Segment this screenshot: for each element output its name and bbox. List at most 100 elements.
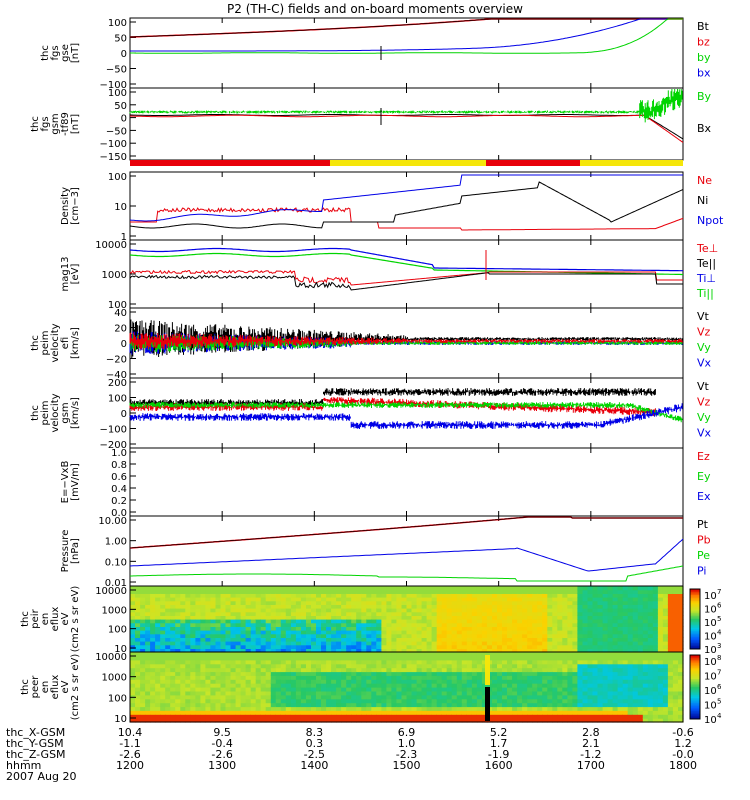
y-tick-label: 10 (114, 714, 127, 725)
spectrogram-cell (577, 604, 583, 609)
spectrogram-cell (180, 600, 186, 605)
spectrogram-cell (411, 615, 418, 620)
spectrogram-cell (622, 698, 629, 704)
spectrogram-cell (547, 600, 553, 605)
spectrogram-cell (587, 683, 594, 688)
spectrogram-cell (285, 702, 292, 708)
spectrogram-cell (622, 710, 629, 715)
spectrogram-cell (285, 619, 292, 624)
spectrogram-cell (170, 608, 176, 613)
spectrogram-cell (612, 698, 619, 704)
spectrogram-cell (637, 698, 644, 704)
spectrogram-cell (421, 597, 428, 602)
spectrogram-cell (542, 600, 548, 605)
spectrogram-cell (341, 694, 347, 700)
spectrogram-cell (562, 597, 568, 602)
spectrogram-cell (542, 641, 548, 646)
spectrogram-cell (481, 687, 488, 692)
spectrogram-cell (617, 663, 624, 669)
colorbar-cell (690, 667, 700, 670)
spectrogram-cell (280, 698, 287, 704)
spectrogram-cell (627, 710, 634, 715)
spectrogram-cell (391, 659, 397, 665)
spectrogram-cell (240, 714, 247, 719)
spectrogram-cell (507, 659, 513, 665)
spectrogram-cell (652, 671, 659, 676)
spectrogram-cell (642, 671, 649, 676)
spectrogram-cell (436, 706, 443, 711)
spectrogram-cell (205, 652, 211, 657)
spectrogram-cell (667, 655, 674, 661)
y-axis-label: [nPa] (70, 538, 81, 564)
spectrogram-cell (512, 586, 518, 591)
spectrogram-cell (366, 615, 372, 620)
spectrogram-cell (647, 663, 654, 669)
spectrogram-cell (185, 615, 191, 620)
spectrogram-cell (135, 626, 141, 631)
spectrogram-cell (240, 687, 247, 692)
colorbar-cell (690, 698, 700, 701)
spectrogram-cell (497, 630, 503, 635)
spectrogram-cell (532, 626, 538, 631)
spectrogram-cell (160, 626, 166, 631)
spectrogram-cell (486, 619, 493, 624)
spectrogram-cell (195, 694, 201, 700)
spectrogram-cell (562, 604, 568, 609)
spectrogram-cell (607, 710, 614, 715)
spectrogram-cell (401, 659, 408, 665)
spectrogram-cell (476, 706, 483, 711)
spectrogram-cell (396, 652, 402, 657)
spectrogram-cell (537, 671, 543, 676)
spectrogram-cell (562, 679, 568, 684)
spectrogram-cell (245, 690, 252, 696)
spectrogram-cell (582, 655, 589, 661)
spectrogram-cell (376, 622, 382, 627)
spectrogram-cell (617, 706, 624, 711)
spectrogram-cell (627, 622, 634, 627)
spectrogram-cell (592, 586, 599, 591)
spectrogram-cell (240, 679, 247, 684)
mode-bar (130, 160, 683, 166)
spectrogram-cell (678, 619, 684, 624)
spectrogram-cell (150, 619, 156, 624)
spectrogram-cell (461, 586, 468, 591)
spectrogram-cell (311, 683, 317, 688)
spectrogram-cell (416, 718, 423, 723)
spectrogram-cell (190, 659, 196, 665)
spectrogram-cell (145, 626, 151, 631)
spectrogram-cell (441, 679, 448, 684)
spectrogram-cell (431, 718, 438, 723)
spectrogram-cell (512, 718, 518, 723)
spectrogram-cell (461, 663, 468, 669)
spectrogram-cell (527, 608, 533, 613)
spectrogram-cell (180, 698, 186, 704)
spectrogram-cell (632, 608, 639, 613)
spectrogram-cell (155, 702, 161, 708)
spectrogram-cell (295, 671, 302, 676)
spectrogram-cell (260, 698, 267, 704)
spectrogram-cell (557, 687, 563, 692)
spectrogram-cell (285, 600, 292, 605)
spectrogram-cell (577, 586, 583, 591)
spectrogram-cell (215, 600, 222, 605)
spectrogram-cell (552, 671, 558, 676)
spectrogram-cell (542, 608, 548, 613)
spectrogram-cell (471, 593, 478, 598)
spectrogram-cell (185, 679, 191, 684)
spectrogram-cell (416, 671, 423, 676)
spectrogram-cell (557, 698, 563, 704)
spectrogram-cell (295, 655, 302, 661)
spectrogram-cell (341, 679, 347, 684)
spectrogram-cell (592, 626, 599, 631)
spectrogram-cell (481, 622, 488, 627)
spectrogram-cell (451, 706, 458, 711)
spectrogram-cell (240, 663, 247, 669)
spectrogram-cell (461, 667, 468, 673)
spectrogram-cell (200, 600, 206, 605)
spectrogram-cell (331, 615, 337, 620)
colorbar-cell (690, 655, 700, 658)
spectrogram-cell (336, 589, 342, 594)
spectrogram-cell (300, 600, 307, 605)
spectrogram-cell (371, 622, 377, 627)
